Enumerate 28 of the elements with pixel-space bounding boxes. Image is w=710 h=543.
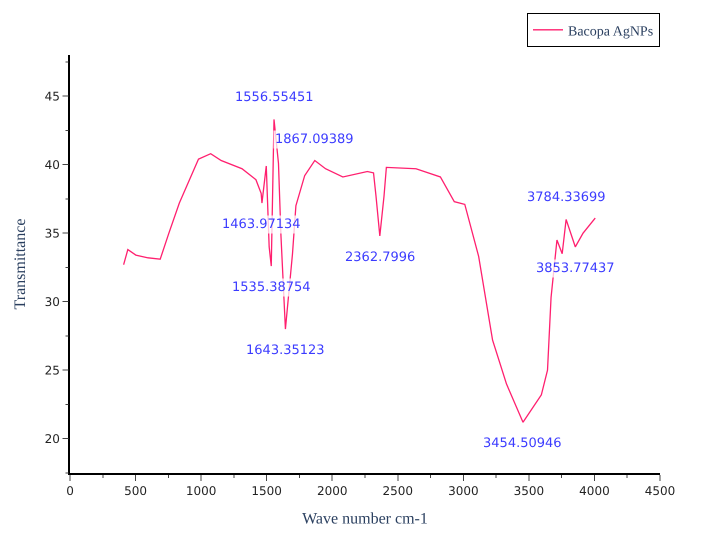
- annotation: 2362.7996: [345, 250, 416, 265]
- annotation: 1535.38754: [232, 280, 311, 295]
- x-tick-label: 3000: [448, 484, 479, 498]
- annotation: 3853.77437: [536, 261, 615, 276]
- x-tick-label: 1500: [251, 484, 282, 498]
- x-tick-label: 2500: [382, 484, 414, 498]
- y-tick-label: 45: [44, 89, 60, 104]
- annotation: 3454.50946: [483, 436, 562, 451]
- x-tick-label: 3500: [514, 484, 544, 498]
- x-tick-label: 1000: [186, 484, 216, 498]
- annotation: 1867.09389: [275, 132, 354, 147]
- x-tick-label: 4500: [644, 484, 676, 498]
- legend-label: Bacopa AgNPs: [568, 24, 654, 40]
- x-tick-label: 2000: [316, 484, 348, 498]
- y-tick-label: 30: [44, 294, 60, 309]
- y-tick-label: 25: [44, 363, 60, 378]
- x-tick-label: 4000: [579, 484, 610, 498]
- annotation: 1463.97134: [222, 217, 301, 232]
- annotation: 1643.35123: [246, 343, 325, 358]
- x-tick-label: 0: [66, 484, 74, 498]
- x-tick-label: 500: [124, 484, 148, 498]
- y-tick-label: 20: [44, 432, 60, 446]
- y-tick-label: 35: [44, 226, 60, 240]
- annotation: 3784.33699: [527, 190, 606, 205]
- annotation: 1556.55451: [235, 90, 314, 105]
- y-axis-title: Transmittance: [12, 218, 29, 310]
- y-tick-label: 40: [44, 158, 60, 172]
- x-axis-title: Wave number cm-1: [302, 510, 428, 528]
